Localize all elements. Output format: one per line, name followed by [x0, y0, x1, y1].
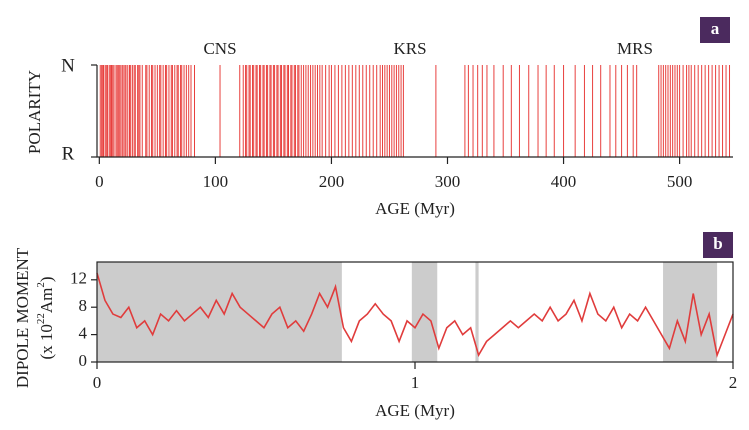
y-tick-label: 4 — [79, 324, 88, 343]
units-sup: 2 — [35, 282, 47, 288]
units-sup: 22 — [35, 313, 47, 324]
x-tick-label: 100 — [203, 172, 229, 191]
series-line — [96, 272, 734, 359]
x-tick-label: 0 — [93, 373, 102, 392]
x-tick-label: 400 — [551, 172, 577, 191]
x-axis-title: AGE (Myr) — [375, 401, 455, 420]
y-category-label: N — [61, 55, 75, 76]
y-tick-label: 12 — [70, 269, 87, 288]
shaded-interval — [411, 262, 438, 362]
x-tick-label: 300 — [435, 172, 461, 191]
annotation: KRS — [393, 39, 426, 58]
x-tick-label: 500 — [667, 172, 693, 191]
y-axis-title: POLARITY — [25, 70, 44, 154]
x-axis-title: AGE (Myr) — [375, 199, 455, 218]
x-tick-label: 1 — [411, 373, 420, 392]
x-tick-label: 2 — [729, 373, 738, 392]
shaded-interval — [97, 262, 342, 362]
x-tick-label: 200 — [319, 172, 345, 191]
panel-badge — [703, 232, 733, 258]
y-category-label: R — [62, 143, 75, 164]
panel-badge — [700, 17, 730, 43]
panel-label: b — [713, 234, 722, 253]
annotation: MRS — [617, 39, 653, 58]
units-text: (x 10 — [37, 324, 56, 359]
y-axis-units: (x 1022Am2) — [35, 276, 56, 359]
panel-label: a — [711, 19, 720, 38]
shaded-interval — [475, 262, 479, 362]
y-tick-label: 8 — [79, 296, 88, 315]
y-axis-title: DIPOLE MOMENT — [13, 247, 32, 388]
units-text: ) — [37, 276, 56, 282]
y-tick-label: 0 — [79, 351, 88, 370]
annotation: CNS — [203, 39, 236, 58]
x-tick-label: 0 — [95, 172, 104, 191]
axis-spine — [96, 65, 733, 158]
units-text: Am — [37, 288, 56, 314]
